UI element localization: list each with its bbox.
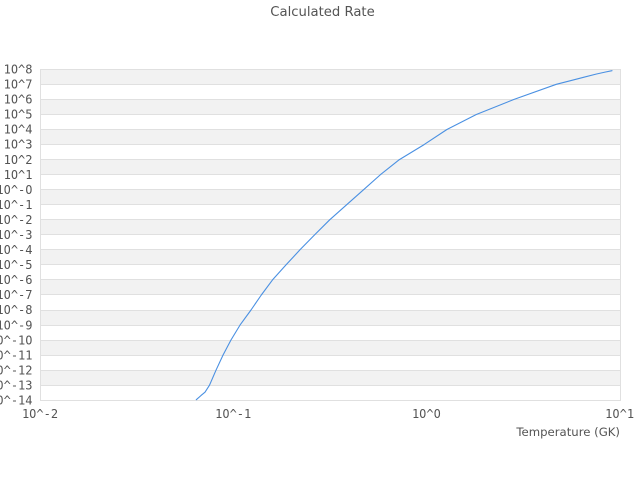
svg-text:10^7: 10^7: [4, 78, 33, 92]
svg-text:10^-6: 10^-6: [0, 273, 33, 287]
svg-text:10^1: 10^1: [4, 168, 33, 182]
svg-text:10^5: 10^5: [4, 108, 33, 122]
svg-text:10^8: 10^8: [4, 63, 33, 77]
svg-text:10^-3: 10^-3: [0, 228, 33, 242]
svg-text:10^-2: 10^-2: [0, 213, 33, 227]
svg-text:10^-1: 10^-1: [215, 407, 251, 421]
svg-text:10^-9: 10^-9: [0, 318, 33, 332]
svg-text:10^1: 10^1: [605, 407, 634, 421]
svg-text:10^-12: 10^-12: [0, 363, 33, 377]
svg-text:10^-4: 10^-4: [0, 243, 33, 257]
svg-text:10^0: 10^0: [412, 407, 441, 421]
svg-text:10^-0: 10^-0: [0, 183, 33, 197]
svg-text:10^-10: 10^-10: [0, 333, 33, 347]
svg-text:10^-11: 10^-11: [0, 348, 33, 362]
svg-text:10^6: 10^6: [4, 93, 33, 107]
svg-text:10^-1: 10^-1: [0, 198, 33, 212]
svg-text:Calculated Rate: Calculated Rate: [270, 5, 374, 20]
svg-text:Temperature (GK): Temperature (GK): [515, 425, 620, 439]
svg-text:10^-8: 10^-8: [0, 303, 33, 317]
svg-text:10^4: 10^4: [4, 123, 33, 137]
svg-text:10^-5: 10^-5: [0, 258, 33, 272]
svg-text:10^-7: 10^-7: [0, 288, 33, 302]
svg-text:10^-13: 10^-13: [0, 378, 33, 392]
svg-text:10^-14: 10^-14: [0, 394, 33, 408]
svg-text:10^3: 10^3: [4, 138, 33, 152]
svg-text:10^2: 10^2: [4, 153, 33, 167]
svg-text:10^-2: 10^-2: [22, 407, 58, 421]
